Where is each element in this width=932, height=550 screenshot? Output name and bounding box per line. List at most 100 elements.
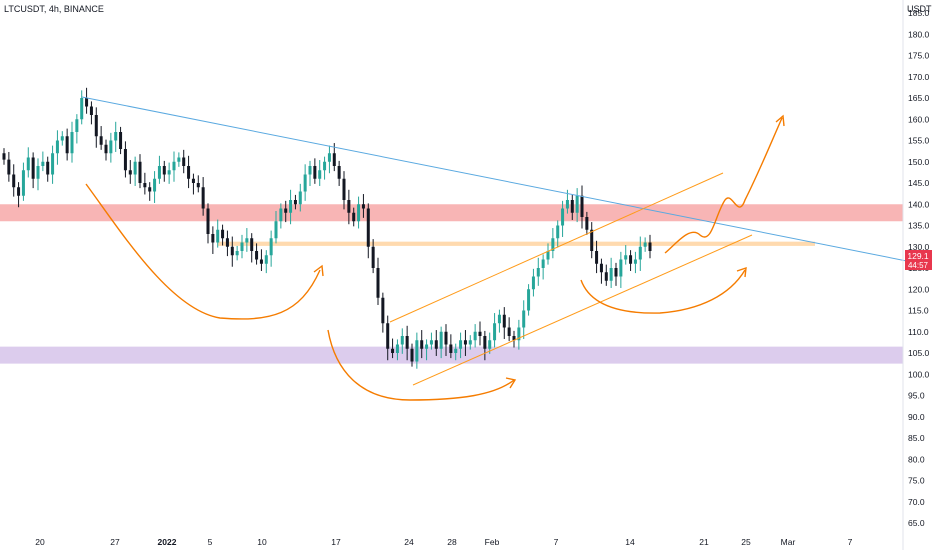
- candles-layer: [2, 87, 652, 369]
- curve-arrow-1[interactable]: [85, 183, 321, 320]
- candle-body: [468, 340, 472, 345]
- candle-body: [36, 166, 40, 179]
- candle-body: [245, 238, 249, 243]
- candle-body: [493, 323, 497, 341]
- candle-body: [405, 336, 409, 349]
- candle-body: [565, 200, 569, 209]
- time-axis[interactable]: 20 27 2022 5 10 17 24 28 Feb 7 14 21 25 Mar 7: [35, 537, 852, 547]
- candle-body: [352, 212, 356, 222]
- candle-body: [255, 251, 259, 260]
- candle-body: [517, 327, 521, 341]
- candle-body: [308, 166, 312, 175]
- candle-body: [556, 225, 560, 239]
- time-tick-label: 7: [848, 537, 853, 547]
- price-tick-label: 130.0: [908, 242, 930, 252]
- candle-body: [7, 159, 11, 175]
- price-tick-label: 85.0: [908, 433, 925, 443]
- candle-body: [546, 251, 550, 260]
- candle-body: [162, 166, 166, 175]
- candle-body: [172, 161, 176, 171]
- price-tick-label: 135.0: [908, 221, 930, 231]
- axis-currency-label: USDT: [907, 4, 932, 14]
- candle-body: [420, 340, 424, 349]
- price-tick-label: 115.0: [908, 306, 929, 316]
- price-tick-label: 95.0: [908, 391, 925, 401]
- candle-body: [240, 242, 244, 251]
- candle-body: [381, 297, 385, 324]
- candle-body: [264, 255, 268, 264]
- descending-trendline[interactable]: [81, 96, 932, 267]
- candle-body: [570, 200, 574, 213]
- candle-body: [230, 246, 234, 256]
- price-tick-label: 175.0: [908, 51, 930, 61]
- candle-body: [604, 272, 608, 281]
- candle-body: [619, 259, 623, 277]
- drawings-layer: [81, 96, 932, 401]
- time-tick-label: 2022: [158, 537, 177, 547]
- candle-body: [17, 187, 21, 196]
- curve-arrow-3-head: [736, 266, 747, 278]
- candle-body: [250, 238, 254, 251]
- price-tick-label: 145.0: [908, 178, 930, 188]
- candle-body: [638, 246, 642, 260]
- candle-body: [643, 242, 647, 247]
- candle-body: [395, 344, 399, 353]
- candle-body: [332, 153, 336, 166]
- candle-body: [235, 251, 239, 256]
- price-tick-label: 100.0: [908, 369, 930, 379]
- candle-body: [497, 314, 501, 324]
- candle-body: [293, 200, 297, 205]
- candle-body: [444, 331, 448, 345]
- candle-body: [85, 98, 89, 107]
- candle-body: [531, 276, 535, 290]
- candle-body: [609, 268, 613, 281]
- candle-body: [46, 161, 50, 175]
- candle-body: [21, 170, 25, 196]
- channel-upper-line[interactable]: [389, 172, 724, 323]
- curve-arrow-1-head: [313, 264, 324, 277]
- candle-body: [522, 310, 526, 328]
- channel-lower-line[interactable]: [412, 234, 753, 386]
- price-tick-label: 105.0: [908, 348, 930, 358]
- candle-body: [138, 161, 142, 183]
- candle-body: [327, 153, 331, 162]
- zones-layer: [0, 204, 903, 364]
- candle-body: [648, 242, 652, 251]
- candle-body: [551, 238, 555, 251]
- curve-arrow-3[interactable]: [580, 269, 746, 314]
- candle-body: [439, 331, 443, 349]
- price-tick-label: 90.0: [908, 412, 925, 422]
- candle-body: [386, 323, 390, 349]
- candle-body: [507, 327, 511, 336]
- price-tick-label: 110.0: [908, 327, 929, 337]
- projection-arrow[interactable]: [664, 117, 783, 254]
- candle-body: [89, 106, 93, 115]
- zone-resistance: [0, 204, 903, 222]
- candle-body: [449, 344, 453, 353]
- candle-body: [99, 136, 103, 145]
- candle-body: [434, 340, 438, 349]
- candle-body: [279, 208, 283, 222]
- price-tick-label: 185.0: [908, 8, 930, 18]
- candle-body: [70, 132, 74, 154]
- candle-body: [274, 221, 278, 239]
- time-tick-label: 21: [699, 537, 709, 547]
- curve-arrow-2[interactable]: [327, 329, 515, 401]
- candle-body: [337, 166, 341, 179]
- candle-body: [391, 348, 395, 353]
- candle-body: [206, 208, 210, 234]
- candle-body: [400, 336, 404, 345]
- price-tick-label: 140.0: [908, 199, 930, 209]
- candle-body: [123, 149, 127, 171]
- price-tick-label: 70.0: [908, 497, 925, 507]
- last-price-value: 129.1: [907, 251, 929, 261]
- time-tick-label: 24: [404, 537, 414, 547]
- bar-countdown: 44:57: [908, 261, 929, 270]
- time-tick-label: 25: [741, 537, 751, 547]
- candle-body: [60, 136, 64, 141]
- time-tick-label: 5: [208, 537, 213, 547]
- candle-body: [119, 132, 123, 149]
- candle-body: [51, 153, 55, 175]
- candle-body: [318, 170, 322, 179]
